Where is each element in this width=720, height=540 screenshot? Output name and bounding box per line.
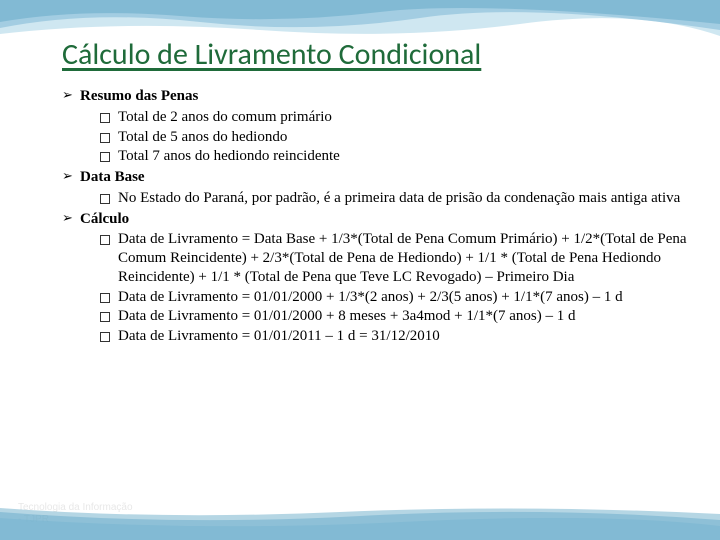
wave-bottom-layer-3 — [0, 508, 720, 540]
bullet-label: Cálculo — [80, 211, 129, 227]
sub-bullet-item: No Estado do Paraná, por padrão, é a pri… — [100, 189, 690, 208]
sub-bullet-item: Data de Livramento = Data Base + 1/3*(To… — [100, 230, 690, 286]
bullet-item: Resumo das Penas Total de 2 anos do comu… — [62, 87, 690, 166]
bullet-label: Data Base — [80, 169, 145, 185]
bullet-list: Resumo das Penas Total de 2 anos do comu… — [62, 87, 690, 346]
slide-content: Cálculo de Livramento Condicional Resumo… — [62, 36, 690, 348]
slide-title: Cálculo de Livramento Condicional — [62, 36, 690, 73]
bullet-item: Data Base No Estado do Paraná, por padrã… — [62, 168, 690, 208]
bullet-label: Resumo das Penas — [80, 88, 198, 104]
bullet-item: Cálculo Data de Livramento = Data Base +… — [62, 210, 690, 346]
decorative-wave-bottom — [0, 500, 720, 540]
sub-bullet-item: Total de 5 anos do hediondo — [100, 128, 690, 147]
sub-bullet-item: Total de 2 anos do comum primário — [100, 108, 690, 127]
sub-bullet-item: Data de Livramento = 01/01/2000 + 8 mese… — [100, 307, 690, 326]
sub-bullet-item: Data de Livramento = 01/01/2011 – 1 d = … — [100, 327, 690, 346]
sub-bullet-item: Data de Livramento = 01/01/2000 + 1/3*(2… — [100, 288, 690, 307]
sub-bullet-item: Total 7 anos do hediondo reincidente — [100, 147, 690, 166]
